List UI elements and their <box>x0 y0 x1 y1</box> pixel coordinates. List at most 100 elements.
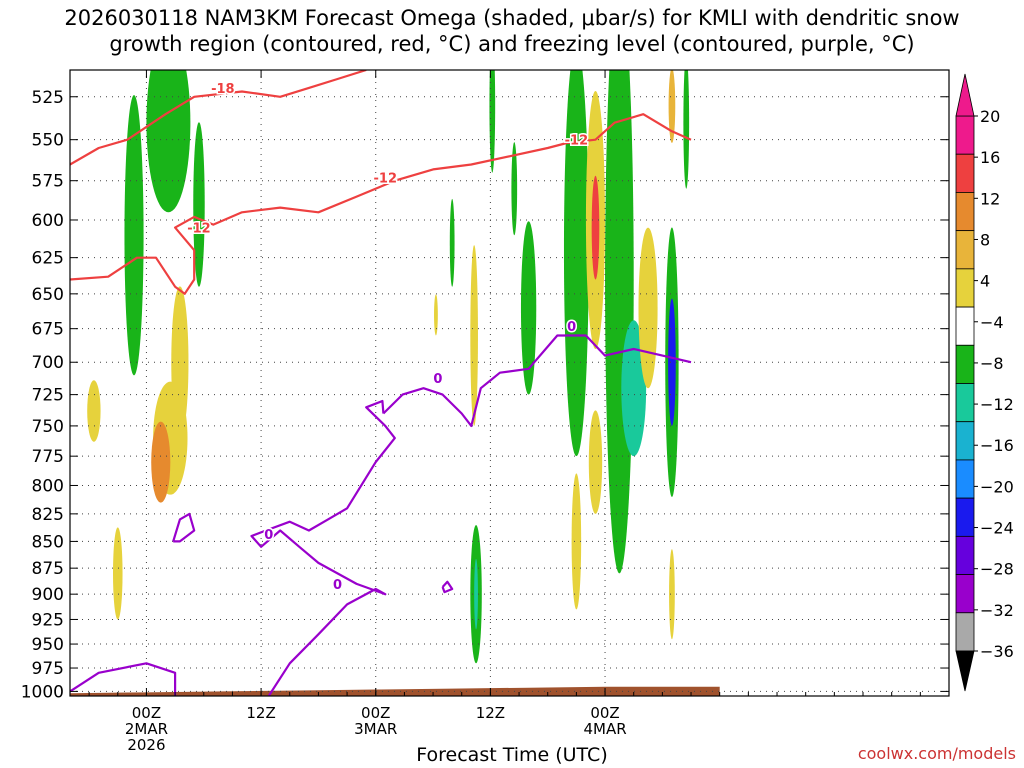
omega-blob <box>638 227 658 389</box>
x-tick-label: 3MAR <box>354 720 397 738</box>
x-tick-label: 12Z <box>246 704 275 722</box>
x-tick-label: 00Z <box>132 704 161 722</box>
colorbar-segment <box>955 115 975 155</box>
contour-label: -18 <box>211 82 235 97</box>
colorbar-segment <box>955 421 975 461</box>
omega-blob <box>171 286 189 439</box>
omega-blob <box>193 122 205 287</box>
contour-label: 0 <box>567 320 576 335</box>
contour-label: -12 <box>374 171 398 186</box>
omega-blob <box>683 70 690 189</box>
contour-label: 0 <box>433 372 442 387</box>
omega-blob <box>520 221 537 395</box>
omega-blob <box>124 95 144 376</box>
freezing-level-contour <box>250 399 396 696</box>
omega-blob <box>449 198 455 287</box>
colorbar-label: 16 <box>980 148 1000 167</box>
omega-blob <box>511 142 518 236</box>
y-tick-label: 900 <box>32 585 64 605</box>
y-tick-label: 650 <box>32 285 64 305</box>
freezing-level-contour <box>172 512 196 543</box>
freezing-level-contour <box>382 334 692 427</box>
x-tick-label: 2026 <box>127 736 165 754</box>
colorbar-label: 12 <box>980 189 1000 208</box>
colorbar-label: 4 <box>980 272 990 291</box>
colorbar-label: −8 <box>980 354 1004 373</box>
chart-title-line1: 2026030118 NAM3KM Forecast Omega (shaded… <box>64 6 960 30</box>
colorbar-segment <box>955 192 975 232</box>
x-axis-title: Forecast Time (UTC) <box>416 744 608 766</box>
y-tick-label: 800 <box>32 476 64 496</box>
x-tick-label: 2MAR <box>125 720 168 738</box>
y-tick-label: 925 <box>32 610 64 630</box>
credit-text: coolwx.com/models <box>857 744 1016 763</box>
omega-blob <box>668 298 676 426</box>
dgz-contour-line <box>70 113 692 295</box>
contour-label: 0 <box>264 528 273 543</box>
y-tick-label: 575 <box>32 172 64 192</box>
colorbar-segment <box>955 344 975 384</box>
colorbar-segment <box>955 383 975 423</box>
dgz-contour-line <box>70 70 367 166</box>
omega-blob <box>489 70 496 173</box>
omega-blob <box>112 527 123 620</box>
colorbar-under-arrow <box>955 650 975 692</box>
y-tick-label: 850 <box>32 532 64 552</box>
y-tick-label: 950 <box>32 635 64 655</box>
y-tick-label: 775 <box>32 447 64 467</box>
colorbar-label: −28 <box>980 560 1014 579</box>
omega-blob <box>588 410 603 514</box>
contour-label: -12 <box>565 134 589 149</box>
colorbar-segment <box>955 153 975 193</box>
colorbar-segment <box>955 230 975 270</box>
colorbar-label: −4 <box>980 313 1004 332</box>
omega-blob <box>470 245 478 426</box>
omega-blob <box>151 421 171 503</box>
x-tick-label: 4MAR <box>583 720 626 738</box>
colorbar-segment <box>955 459 975 499</box>
omega-blob <box>591 175 600 280</box>
plot-area <box>70 70 949 696</box>
y-tick-label: 625 <box>32 249 64 269</box>
x-tick-label: 00Z <box>361 704 390 722</box>
colorbar-segment <box>955 535 975 575</box>
contour-label: -12 <box>187 222 211 237</box>
freezing-level-contour <box>441 580 454 594</box>
omega-blob <box>669 549 675 640</box>
omega-blob <box>434 294 438 336</box>
colorbar-segment <box>955 612 975 652</box>
omega-blob <box>605 70 634 574</box>
contour-label: 0 <box>333 578 342 593</box>
colorbar-label: 20 <box>980 107 1000 126</box>
colorbar-segment <box>955 574 975 614</box>
omega-blob <box>621 320 647 457</box>
y-tick-label: 675 <box>32 320 64 340</box>
x-tick-label: 12Z <box>476 704 505 722</box>
colorbar-label: −20 <box>980 477 1014 496</box>
y-tick-label: 750 <box>32 417 64 437</box>
y-tick-label: 975 <box>32 659 64 679</box>
omega-blob <box>571 473 582 610</box>
y-tick-label: 600 <box>32 211 64 231</box>
colorbar-over-arrow <box>955 73 975 117</box>
colorbar-label: −16 <box>980 436 1014 455</box>
x-tick-label: 00Z <box>590 704 619 722</box>
colorbar-segment <box>955 497 975 537</box>
y-tick-label: 525 <box>32 88 64 108</box>
colorbar-label: −32 <box>980 601 1014 620</box>
colorbar-segment <box>955 306 975 346</box>
omega-blob <box>474 558 478 630</box>
freezing-level-contour <box>70 662 177 696</box>
y-tick-label: 825 <box>32 505 64 525</box>
y-tick-label: 700 <box>32 353 64 373</box>
colorbar-label: 8 <box>980 230 990 249</box>
omega-blob <box>668 70 676 144</box>
chart-title-line2: growth region (contoured, red, °C) and f… <box>109 32 915 56</box>
y-tick-label: 875 <box>32 559 64 579</box>
colorbar-segment <box>955 268 975 308</box>
y-tick-label: 725 <box>32 386 64 406</box>
omega-blob <box>563 70 589 457</box>
colorbar-label: −12 <box>980 395 1014 414</box>
y-tick-label: 1000 <box>21 682 64 702</box>
